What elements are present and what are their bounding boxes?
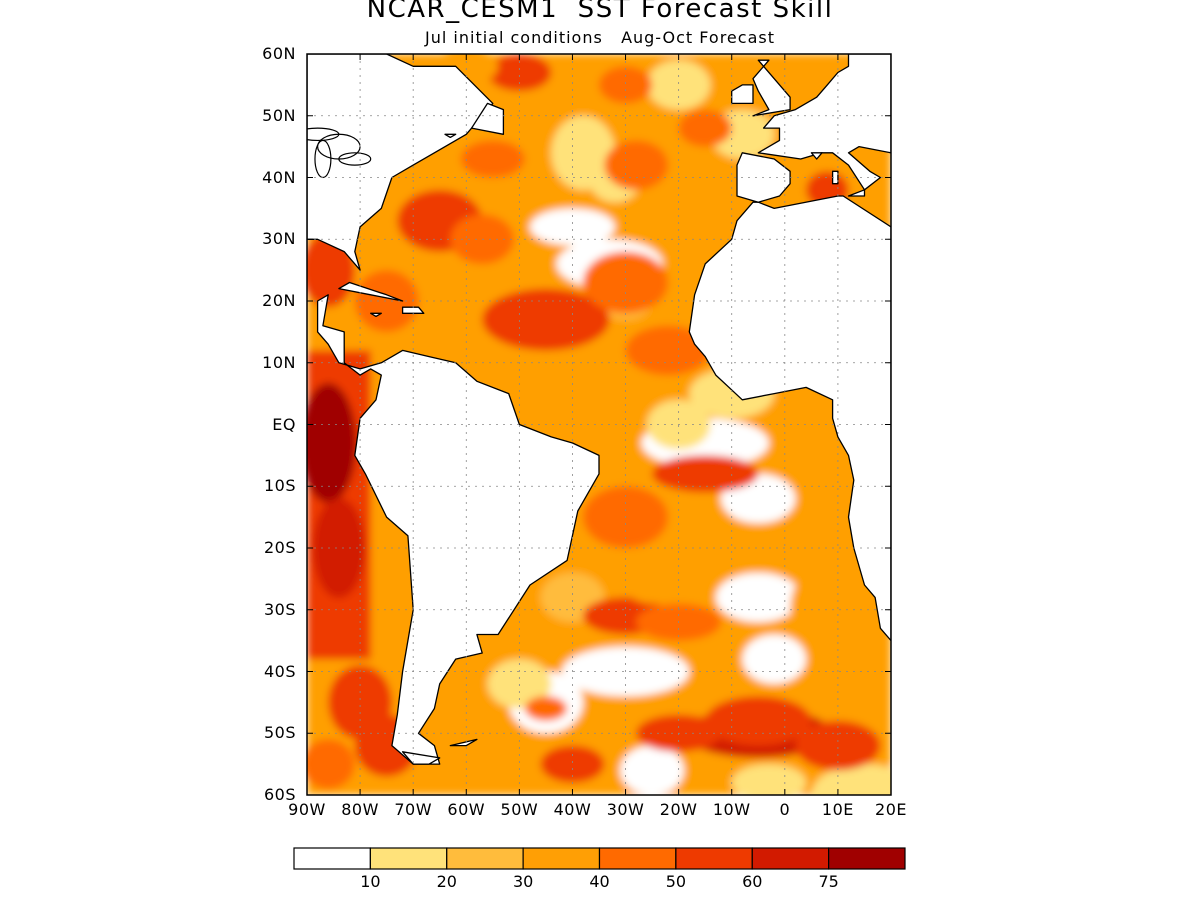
lon-tick-label: 30W	[606, 800, 645, 819]
lon-tick-label: 0	[779, 800, 791, 819]
lon-tick-label: 70W	[394, 800, 433, 819]
lon-tick-label: 50W	[500, 800, 539, 819]
lat-tick-label: 50N	[262, 105, 296, 125]
lon-tick-label: 90W	[288, 800, 326, 819]
colorbar-label: 30	[512, 872, 534, 891]
map-subtitle: Jul initial conditions Aug-Oct Forecast	[425, 28, 775, 47]
colorbar-label: 60	[742, 872, 763, 891]
colorbar-swatch	[369, 847, 448, 870]
grid-lines	[307, 54, 891, 795]
lat-tick-label: 50S	[263, 723, 296, 743]
lon-tick-label: 40W	[553, 800, 592, 819]
lat-tick-label: 20N	[262, 291, 296, 310]
colorbar-swatch	[522, 847, 601, 870]
lat-tick-label: 60N	[262, 44, 296, 63]
colorbar-swatch	[446, 847, 524, 870]
lon-tick-label: 60W	[447, 800, 486, 819]
colorbar-swatch	[293, 847, 371, 870]
lon-tick-label: 10W	[712, 800, 751, 819]
lat-tick-label: 10S	[263, 476, 296, 496]
lon-tick-label: 10E	[821, 800, 854, 819]
colorbar-label: 10	[360, 872, 381, 891]
lat-tick-label: 40N	[262, 167, 296, 187]
lon-tick-label: 20E	[875, 800, 907, 819]
lon-tick-label: 20W	[659, 800, 698, 819]
land-masses	[307, 54, 891, 765]
lat-tick-label: 60S	[263, 785, 296, 804]
lat-tick-label: 30S	[263, 599, 296, 619]
lat-tick-label: 20S	[263, 538, 296, 557]
colorbar-swatch	[675, 847, 753, 870]
lon-tick-label: 80W	[341, 800, 379, 819]
colorbar-label: 50	[665, 872, 687, 891]
lat-tick-label: EQ	[272, 414, 296, 434]
colorbar	[293, 847, 906, 870]
colorbar-label: 75	[818, 872, 839, 891]
colorbar-swatch	[751, 847, 830, 870]
map-title: NCAR_CESM1 SST Forecast Skill	[366, 0, 834, 24]
colorbar-swatch	[598, 847, 677, 870]
lat-tick-label: 30N	[262, 229, 296, 249]
colorbar-swatch	[828, 847, 906, 870]
lat-tick-label: 40S	[263, 661, 296, 681]
axis-ticks	[306, 53, 892, 796]
colorbar-label: 40	[589, 872, 610, 891]
lat-tick-label: 10N	[262, 352, 296, 372]
colorbar-label: 20	[436, 872, 457, 891]
